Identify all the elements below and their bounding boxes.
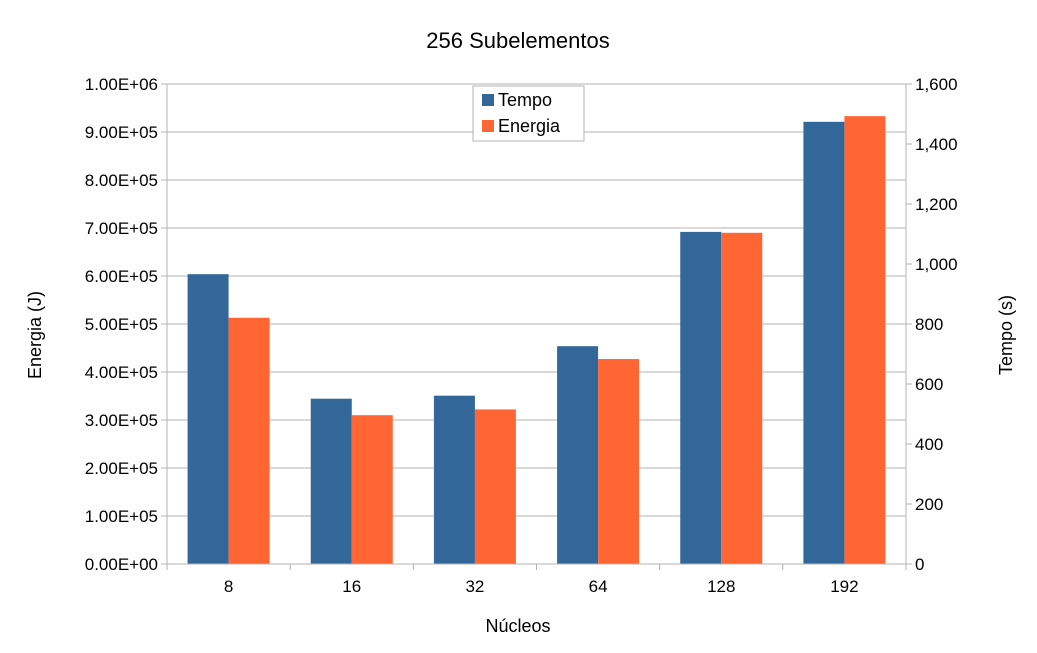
left-axis-title: Energia (J) bbox=[25, 291, 45, 379]
right-axis-title: Tempo (s) bbox=[996, 295, 1016, 375]
bar-energia-192 bbox=[844, 116, 886, 564]
right-tick-label: 200 bbox=[915, 495, 943, 514]
x-tick-label: 128 bbox=[707, 577, 735, 596]
bar-energia-16 bbox=[351, 415, 393, 564]
x-tick-label: 32 bbox=[465, 577, 484, 596]
left-tick-label: 9.00E+05 bbox=[85, 123, 158, 142]
legend-label-energia: Energia bbox=[498, 116, 561, 136]
bar-tempo-64 bbox=[557, 346, 599, 564]
right-tick-label: 600 bbox=[915, 375, 943, 394]
legend-swatch-tempo bbox=[482, 94, 494, 106]
x-tick-label: 8 bbox=[224, 577, 233, 596]
legend-label-tempo: Tempo bbox=[498, 90, 552, 110]
left-tick-label: 7.00E+05 bbox=[85, 219, 158, 238]
left-tick-label: 5.00E+05 bbox=[85, 315, 158, 334]
x-axis-title: Núcleos bbox=[485, 616, 550, 636]
bar-energia-8 bbox=[228, 317, 270, 564]
right-axis-ticks: 0 200 400 600 800 1,000 1,200 1,400 1,600 bbox=[906, 75, 958, 574]
right-tick-label: 800 bbox=[915, 315, 943, 334]
left-tick-label: 1.00E+06 bbox=[85, 75, 158, 94]
bar-tempo-192 bbox=[803, 121, 845, 565]
left-tick-label: 6.00E+05 bbox=[85, 267, 158, 286]
left-tick-label: 4.00E+05 bbox=[85, 363, 158, 382]
left-tick-label: 3.00E+05 bbox=[85, 411, 158, 430]
right-tick-label: 1,400 bbox=[915, 135, 958, 154]
right-tick-label: 1,600 bbox=[915, 75, 958, 94]
bar-tempo-32 bbox=[433, 395, 475, 564]
left-tick-label: 8.00E+05 bbox=[85, 171, 158, 190]
x-tick-label: 16 bbox=[342, 577, 361, 596]
legend-swatch-energia bbox=[482, 120, 494, 132]
bar-tempo-8 bbox=[187, 274, 229, 564]
left-axis-ticks: 0.00E+00 1.00E+05 2.00E+05 3.00E+05 4.00E+05… bbox=[85, 75, 167, 574]
x-tick-label: 192 bbox=[830, 577, 858, 596]
left-tick-label: 0.00E+00 bbox=[85, 555, 158, 574]
left-tick-label: 2.00E+05 bbox=[85, 459, 158, 478]
bar-tempo-128 bbox=[680, 231, 722, 564]
bar-energia-128 bbox=[721, 232, 763, 565]
left-tick-label: 1.00E+05 bbox=[85, 507, 158, 526]
bar-energia-64 bbox=[598, 359, 640, 564]
bar-energia-32 bbox=[474, 409, 516, 564]
right-tick-label: 1,200 bbox=[915, 195, 958, 214]
chart-title: 256 Subelementos bbox=[426, 28, 609, 53]
legend: Tempo Energia bbox=[472, 85, 585, 142]
right-tick-label: 1,000 bbox=[915, 255, 958, 274]
gridlines bbox=[167, 83, 906, 517]
right-tick-label: 400 bbox=[915, 435, 943, 454]
bar-tempo-16 bbox=[310, 398, 352, 564]
x-tick-label: 64 bbox=[589, 577, 608, 596]
right-tick-label: 0 bbox=[915, 555, 924, 574]
x-axis-ticks: 8 16 32 64 128 192 bbox=[166, 564, 907, 596]
bars bbox=[187, 116, 886, 565]
